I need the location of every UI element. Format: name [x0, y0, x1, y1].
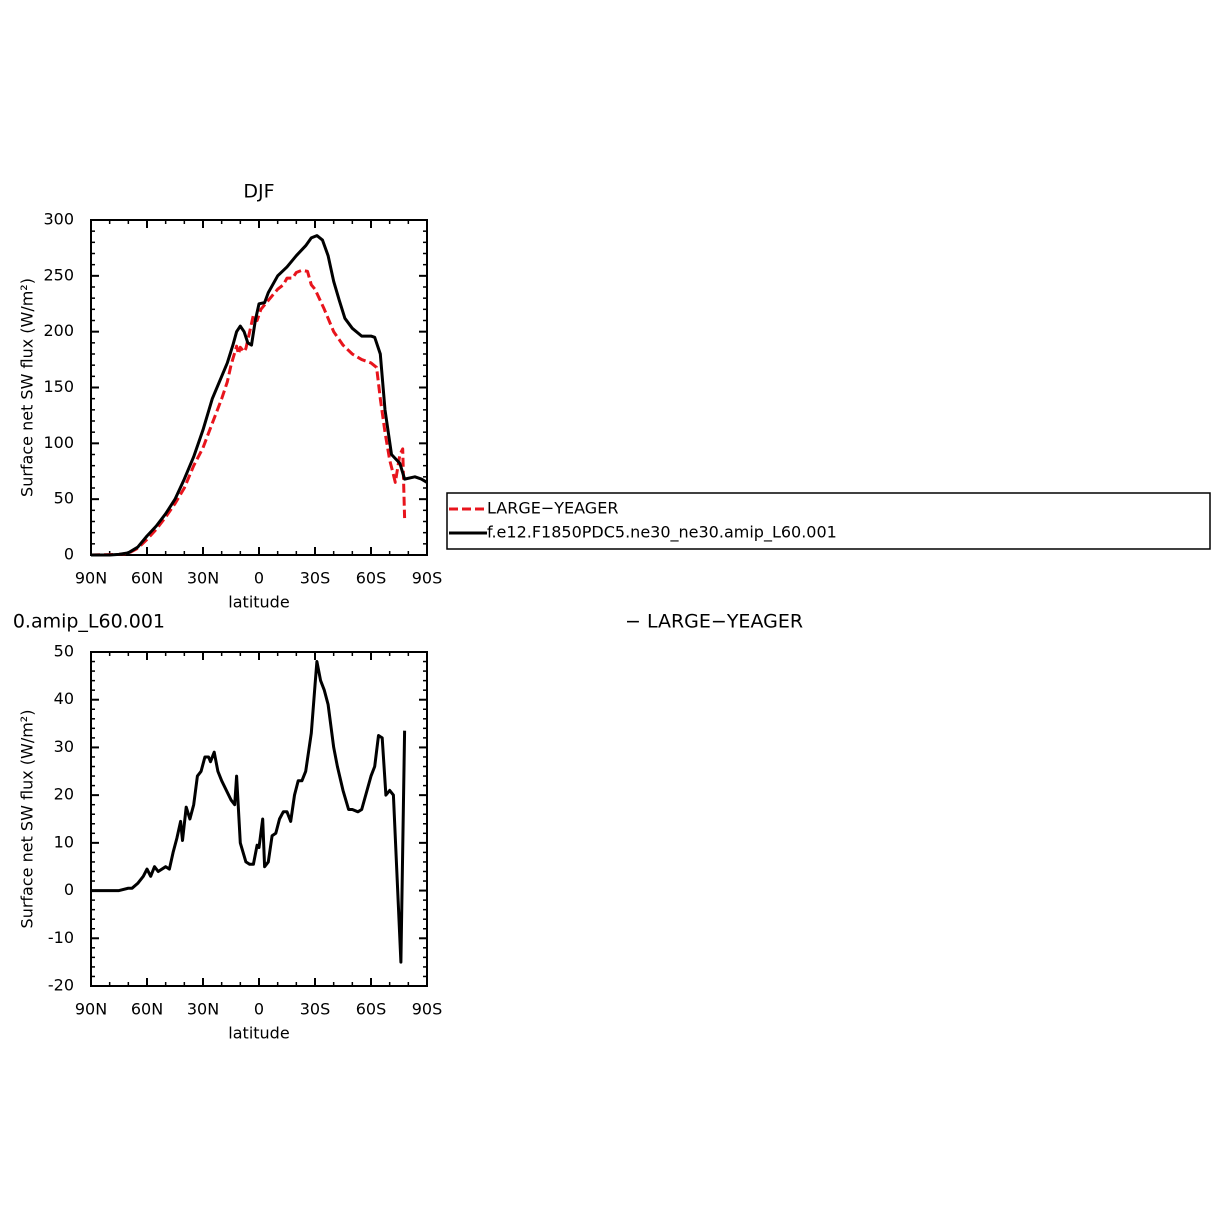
x-axis-label: latitude — [228, 1024, 289, 1043]
chart-title: 0.amip_L60.001 — [13, 611, 165, 633]
x-tick-label: 60S — [356, 569, 387, 588]
y-tick-label: -10 — [48, 928, 74, 947]
y-tick-label: 10 — [54, 832, 74, 851]
plot-frame — [90, 651, 428, 987]
x-tick-label: 90N — [75, 1000, 107, 1019]
x-tick-label: 30N — [187, 569, 219, 588]
data-line — [91, 234, 428, 557]
y-axis-label: Surface net SW flux (W/m²) — [18, 278, 37, 497]
y-tick-label: 100 — [43, 433, 74, 452]
data-line — [91, 660, 407, 964]
legend-label: LARGE−YEAGER — [487, 499, 618, 518]
y-tick-label: 300 — [43, 210, 74, 229]
y-axis-label: Surface net SW flux (W/m²) — [18, 710, 37, 929]
y-tick-label: 40 — [54, 689, 74, 708]
x-tick-label: 30N — [187, 1000, 219, 1019]
x-tick-label: 60N — [131, 569, 163, 588]
x-tick-label: 60S — [356, 1000, 387, 1019]
y-tick-label: 50 — [54, 489, 74, 508]
x-tick-label: 30S — [300, 569, 331, 588]
y-tick-label: 0 — [64, 545, 74, 564]
x-tick-label: 60N — [131, 1000, 163, 1019]
legend-box — [446, 492, 1211, 550]
x-tick-label: 0 — [254, 1000, 264, 1019]
y-tick-label: 30 — [54, 737, 74, 756]
x-tick-label: 90N — [75, 569, 107, 588]
x-tick-label: 0 — [254, 569, 264, 588]
y-tick-label: 20 — [54, 785, 74, 804]
x-tick-label: 90S — [412, 1000, 443, 1019]
y-tick-label: 250 — [43, 265, 74, 284]
legend-label: f.e12.F1850PDC5.ne30_ne30.amip_L60.001 — [487, 523, 837, 543]
plot-frame — [90, 219, 428, 556]
y-tick-label: 150 — [43, 377, 74, 396]
y-tick-label: 200 — [43, 321, 74, 340]
x-tick-label: 90S — [412, 569, 443, 588]
y-tick-label: -20 — [48, 976, 74, 995]
x-axis-label: latitude — [228, 593, 289, 612]
data-line — [90, 268, 407, 557]
chart-subtitle: − LARGE−YEAGER — [625, 611, 803, 633]
y-tick-label: 0 — [64, 880, 74, 899]
chart-title: DJF — [243, 181, 274, 203]
y-tick-label: 50 — [54, 642, 74, 661]
x-tick-label: 30S — [300, 1000, 331, 1019]
